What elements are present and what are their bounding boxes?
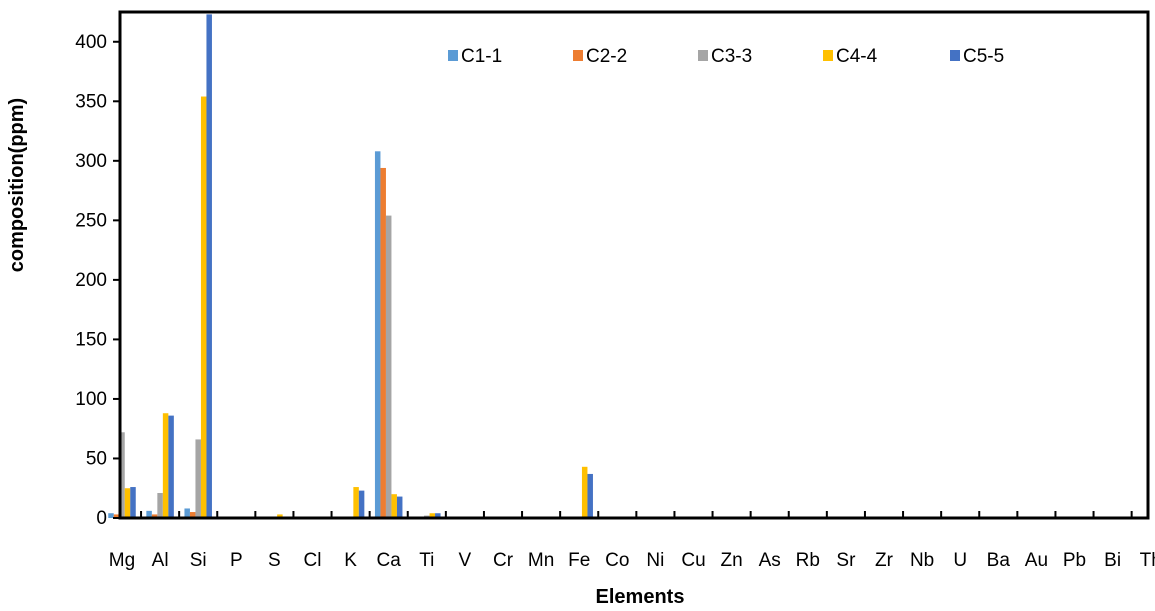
x-tick-label: Fe: [568, 550, 590, 571]
legend-item-C4-4: C4-4: [823, 46, 878, 67]
bar-C2-2-Mg: [113, 514, 120, 518]
bar-C5-5-Ca: [396, 496, 403, 518]
x-tick-label: Ca: [377, 550, 402, 571]
x-tick-label: Zn: [721, 550, 743, 571]
y-tick-label: 250: [75, 210, 107, 231]
bar-C4-4-K: [353, 487, 359, 518]
x-tick-label: Ba: [987, 550, 1011, 571]
x-tick-label: Cr: [493, 550, 514, 571]
bar-C4-4-Si: [200, 96, 207, 518]
bar-C5-5-Mg: [130, 487, 136, 518]
bar-C1-1-Mg: [108, 513, 114, 518]
x-tick-label: Rb: [796, 550, 820, 571]
x-tick-label: K: [344, 550, 357, 571]
y-tick-label: 0: [96, 508, 107, 529]
legend-label: C3-3: [711, 46, 752, 67]
y-axis-title: composition(ppm): [6, 98, 28, 272]
bar-C4-4-Ti: [429, 513, 436, 518]
bar-C2-2-Al: [151, 514, 158, 518]
x-tick-label: Nb: [910, 550, 934, 571]
x-tick-label: As: [759, 550, 781, 571]
legend-swatch: [698, 50, 708, 61]
x-tick-label: Bi: [1104, 550, 1121, 571]
legend-swatch: [573, 50, 583, 61]
legend-swatch: [950, 50, 960, 61]
legend-swatch: [448, 50, 458, 61]
y-tick-label: 350: [75, 91, 107, 112]
x-tick-label: Mg: [109, 550, 135, 571]
x-tick-label: Pb: [1063, 550, 1086, 571]
plot-frame: [118, 10, 1150, 520]
bar-C2-2-Ca: [380, 167, 386, 519]
legend-label: C5-5: [963, 46, 1004, 67]
x-tick-label: Zr: [875, 550, 894, 571]
legend-item-C1-1: C1-1: [448, 46, 502, 67]
y-tick-label: 100: [75, 389, 107, 410]
bar-C5-5-Ti: [435, 513, 441, 518]
bars-layer: [108, 14, 593, 519]
x-axis-title: Elements: [596, 586, 685, 608]
legend-swatch: [823, 50, 833, 61]
bar-C5-5-K: [358, 490, 365, 518]
bar-C1-1-Al: [146, 510, 152, 518]
bar-C5-5-Si: [206, 14, 212, 519]
x-tick-label: S: [268, 550, 281, 571]
x-tick-label: Si: [190, 550, 207, 571]
legend-label: C2-2: [586, 46, 627, 67]
x-tick-label: Cl: [304, 550, 322, 571]
legend-item-C2-2: C2-2: [573, 46, 627, 67]
bar-C4-4-Fe: [581, 466, 588, 518]
legend: C1-1 C2-2 C3-3 C4-4 C5-5: [448, 46, 1004, 67]
x-tick-label: Al: [152, 550, 169, 571]
x-tick-label: Th: [1140, 550, 1155, 571]
bar-C5-5-Al: [168, 415, 174, 518]
x-tick-label: Ti: [419, 550, 434, 571]
y-tick-label: 50: [86, 448, 107, 469]
bar-C1-1-Si: [184, 508, 190, 518]
ticks-layer: 0 50 100 150 200 250 300 350 400 Mg Al Si P S Cl K Ca Ti V…: [75, 32, 1155, 571]
bar-C4-4-S: [277, 514, 283, 518]
legend-label: C1-1: [461, 46, 502, 67]
bar-C3-3-Ca: [385, 215, 392, 519]
bar-C4-4-Mg: [124, 488, 131, 518]
x-tick-label: V: [459, 550, 472, 571]
bar-C1-1-Ca: [374, 151, 381, 518]
x-tick-label: Mn: [528, 550, 554, 571]
bar-C3-3-Mg: [119, 432, 125, 518]
x-tick-label: Au: [1025, 550, 1048, 571]
x-tick-label: Ni: [646, 550, 664, 571]
bar-C4-4-Al: [162, 413, 169, 518]
legend-label: C4-4: [836, 46, 878, 67]
bar-C3-3-Al: [157, 492, 163, 518]
x-tick-label: U: [953, 550, 967, 571]
bar-C2-2-Si: [189, 512, 196, 518]
legend-item-C5-5: C5-5: [950, 46, 1004, 67]
x-tick-label: Co: [605, 550, 629, 571]
x-tick-label: Cu: [681, 550, 705, 571]
bar-C3-3-Si: [195, 439, 201, 518]
x-tick-label: Sr: [836, 550, 856, 571]
y-tick-label: 150: [75, 329, 107, 350]
bar-C4-4-Ca: [391, 494, 397, 518]
y-tick-label: 200: [75, 270, 107, 291]
legend-item-C3-3: C3-3: [698, 46, 752, 67]
y-tick-label: 400: [75, 32, 107, 53]
y-tick-label: 300: [75, 151, 107, 172]
bar-C5-5-Fe: [587, 473, 593, 518]
x-tick-label: P: [230, 550, 243, 571]
